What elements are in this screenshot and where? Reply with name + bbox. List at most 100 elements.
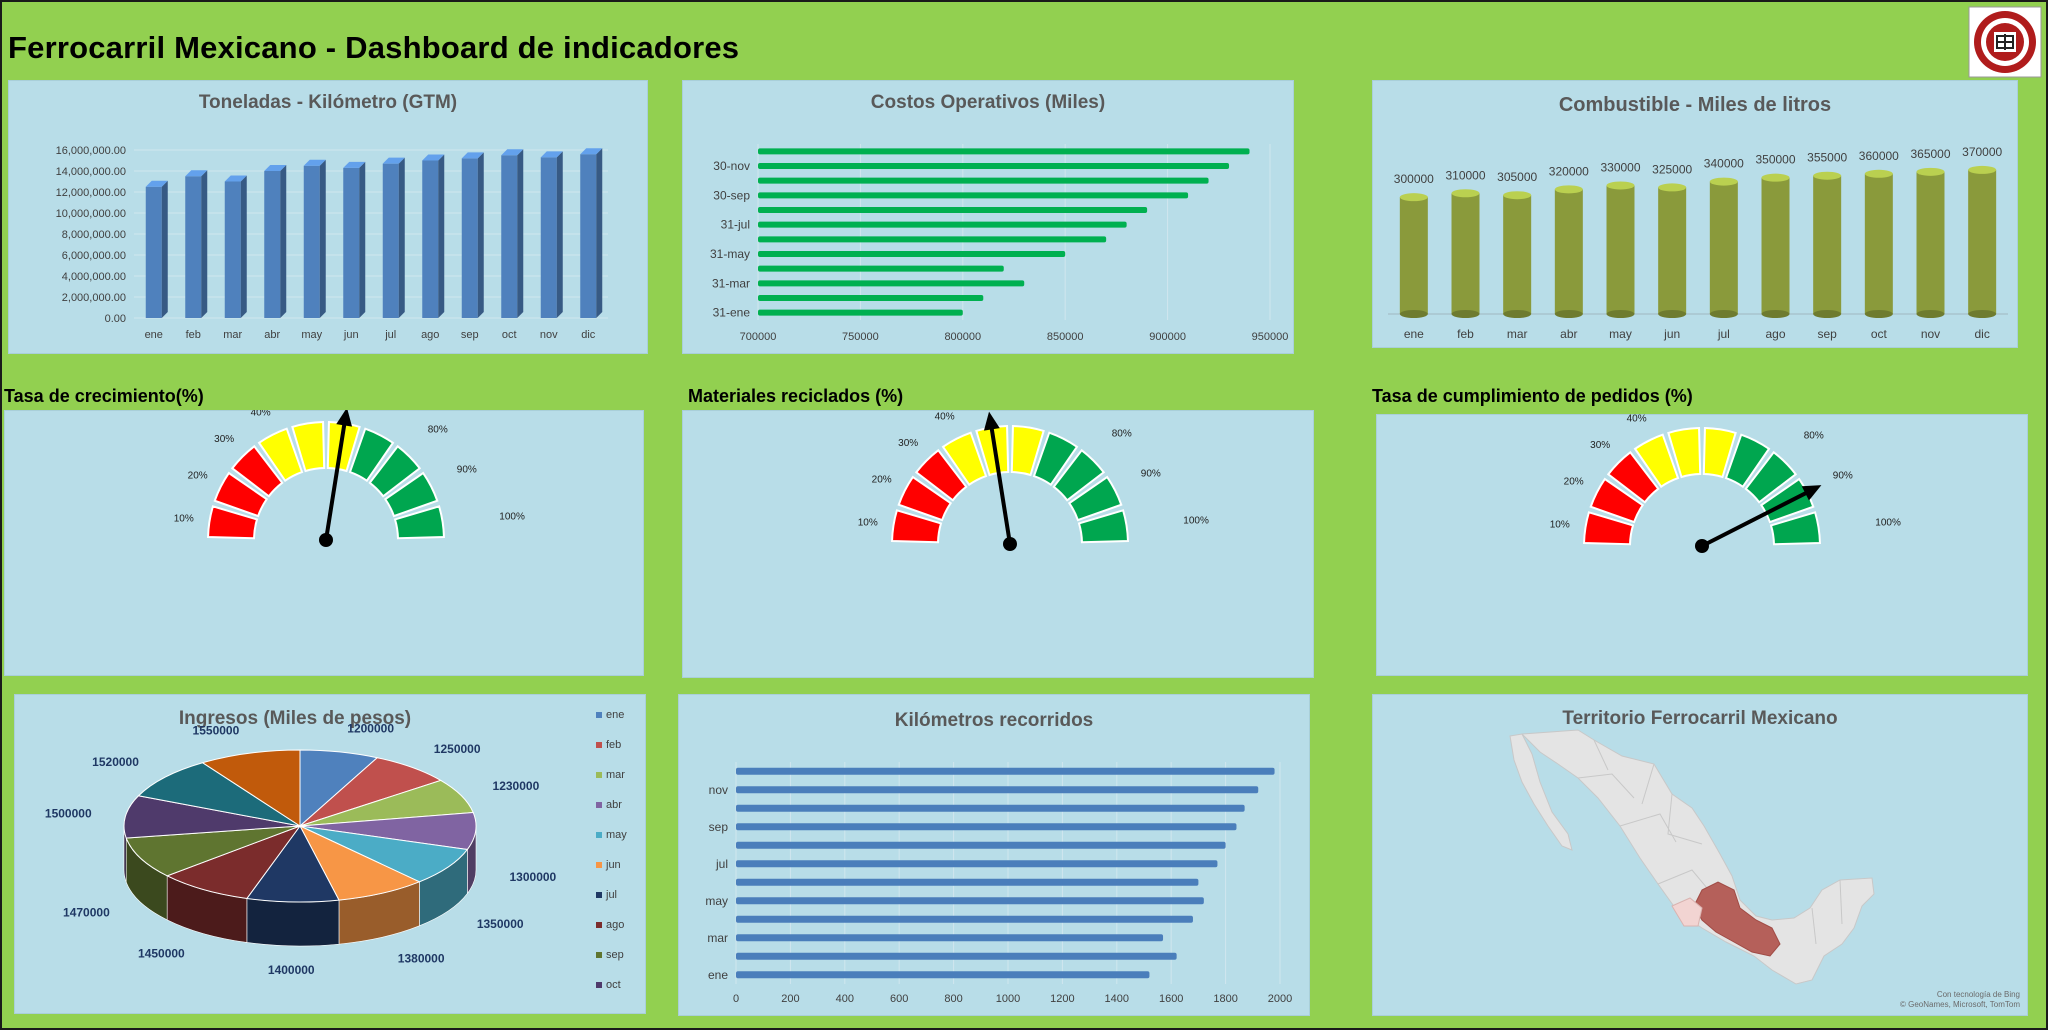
costos-bar [758,177,1209,184]
pie-data-label: 1350000 [477,917,524,931]
gtm-bar-top [303,159,326,166]
gauge-segment [348,427,395,483]
km-bar [736,786,1259,794]
pie-legend-label: jun [605,859,621,871]
comb-bar-base [1813,310,1842,318]
comb-bar [1606,185,1635,314]
pie-legend-swatch [596,952,602,958]
gauge-tick-label: 90% [457,464,477,475]
km-bar [736,841,1226,849]
crecimiento-gauge-label: Tasa de crecimiento(%) [4,386,204,406]
costos-chart-title: Costos Operativos (Miles) [870,92,1106,113]
gauge-needle-pivot [1695,539,1709,553]
comb-data-label: 310000 [1445,168,1485,182]
comb-bar-base [1554,310,1583,318]
km-bar [736,878,1199,886]
pie-data-label: 1200000 [347,722,394,736]
comb-data-label: 300000 [1394,172,1434,186]
gauge-segment [1702,427,1737,479]
gtm-bar-side [477,152,484,318]
map-title: Territorio Ferrocarril Mexicano [1562,708,1838,729]
gauge-tick-label: 90% [1141,468,1161,479]
pie-legend-label: feb [606,739,621,751]
costos-y-tick: 31-mar [712,276,750,290]
gtm-x-tick: sep [461,329,479,341]
pie-legend-swatch [596,712,602,718]
gtm-bar-top [145,180,168,187]
gtm-bar-side [240,175,247,318]
ingresos-pie-chart: 1200000 1250000 1230000 1300000 1350000 13800… [45,709,627,991]
comb-bar [1916,171,1945,314]
pie-legend-swatch [596,922,602,928]
gtm-bar [501,155,518,318]
comb-bar-top [1554,185,1583,194]
pie-data-label: 1230000 [493,779,540,793]
gauge-tick-label: 10% [174,513,194,524]
pie-data-label: 1450000 [138,947,185,961]
costos-bar [758,251,1066,257]
gauge-segment [1067,475,1123,522]
gauge-tick-label: 40% [1627,414,1647,425]
gtm-y-tick: 16,000,000.00 [56,145,126,157]
comb-x-tick: may [1609,327,1632,341]
costos-bar [758,236,1107,243]
gauge-segment [897,475,953,522]
costos-bar-chart: 700000 750000 800000 850000 900000 950000 31-e… [710,144,1288,343]
comb-bar-base [1658,310,1687,318]
comb-bar-base [1399,310,1428,318]
gauge-segment [1744,450,1798,504]
comb-bar [1399,197,1428,314]
gtm-bar-side [319,159,326,318]
costos-y-tick: 31-ene [713,306,751,320]
km-y-tick: may [705,894,728,908]
costos-bar [758,207,1148,213]
gauge-segment [207,505,259,540]
costos-y-tick: 31-jul [721,218,750,232]
pie-slice [123,795,301,839]
pie-legend-swatch [596,862,602,868]
km-bar [736,915,1193,923]
gauge-tick-label: 30% [1590,440,1610,451]
mexico-map[interactable] [1372,694,2028,1016]
pie-slice [201,749,301,827]
pie-legend-swatch [596,772,602,778]
gauge-segment [1589,477,1645,524]
comb-bar-base [1606,310,1635,318]
pie-legend-label: may [606,829,627,841]
gtm-bar-side [201,170,208,318]
gtm-chart-title: Toneladas - Kilómetro (GTM) [198,92,458,113]
gauge-needle [324,415,348,541]
comb-data-label: 330000 [1600,160,1640,174]
gtm-y-tick: 14,000,000.00 [56,166,126,178]
km-bar [736,860,1218,868]
comb-bar [1503,195,1532,314]
gauge-needle [988,419,1012,545]
km-x-tick: 1000 [996,993,1020,1005]
pie-data-label: 1300000 [510,870,557,884]
gtm-bar [382,163,399,318]
km-bar [736,934,1164,942]
costos-x-tick: 900000 [1149,331,1186,343]
km-x-tick: 800 [944,993,962,1005]
km-x-tick: 2000 [1268,993,1292,1005]
pie-legend-label: abr [606,799,622,811]
pie-legend-swatch [596,892,602,898]
comb-x-tick: sep [1817,327,1837,341]
gtm-x-tick: oct [502,329,517,341]
comb-bar [1864,173,1893,314]
gauge-segment [1583,511,1635,546]
combustible-chart-title: Combustible - Miles de litros [1558,94,1832,116]
comb-bar-top [1864,169,1893,178]
gtm-x-tick: mar [223,329,242,341]
comb-x-tick: nov [1921,327,1940,341]
comb-data-label: 325000 [1652,162,1692,176]
costos-bar [758,192,1189,199]
gauge-tick-label: 80% [1112,428,1132,439]
comb-bar-top [1916,167,1945,176]
comb-bar [1709,181,1738,314]
gtm-bar-side [517,149,524,318]
gtm-bar [580,154,597,318]
gauge-segment [891,509,943,544]
pie-slice [165,824,302,899]
gauge-segment [368,444,422,498]
